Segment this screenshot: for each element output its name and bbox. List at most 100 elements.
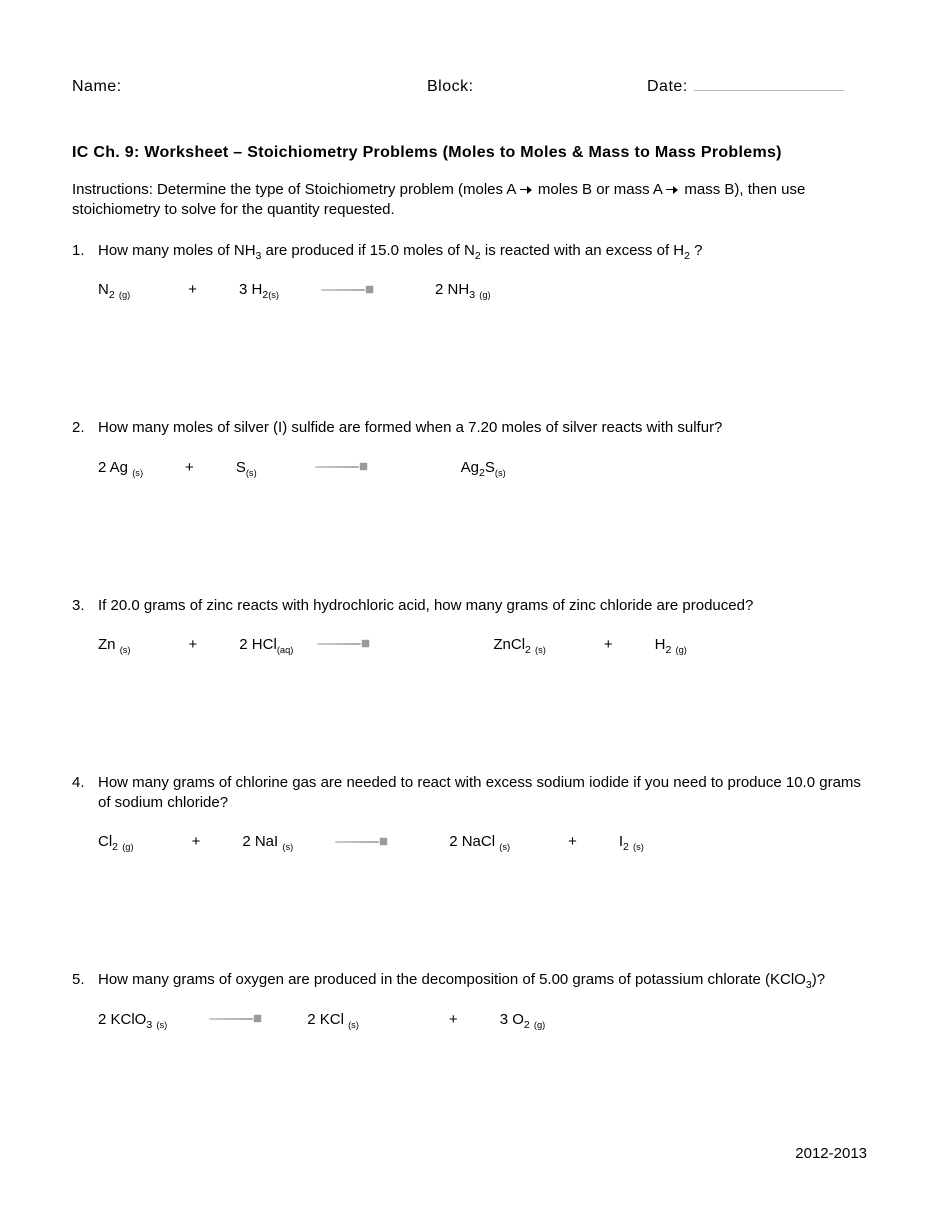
f: (g) bbox=[534, 1020, 545, 1030]
reactant: 2 Ag (s) bbox=[98, 459, 143, 476]
f: 3 O bbox=[500, 1011, 524, 1028]
f: (s) bbox=[535, 645, 546, 655]
f: (g) bbox=[122, 842, 133, 852]
f: 2 NaCl bbox=[449, 833, 495, 850]
reactant: N2 (g) bbox=[98, 281, 130, 298]
product: H2 (g) bbox=[655, 636, 687, 653]
question-number: 5. bbox=[72, 970, 98, 990]
plus-icon: + bbox=[188, 281, 197, 298]
arrow-icon bbox=[520, 186, 534, 194]
q-frag: How many moles of NH bbox=[98, 242, 256, 259]
f: (s) bbox=[495, 468, 506, 478]
f: 2 KCl bbox=[307, 1011, 344, 1028]
f: 2 bbox=[109, 289, 115, 301]
f: 2 KClO bbox=[98, 1011, 146, 1028]
equation-row: Zn (s) + 2 HCl(aq) ZnCl2 (s) + H2 (g) bbox=[72, 636, 875, 653]
header-row: Name: Block: Date: bbox=[72, 78, 875, 96]
reactant: 3 H2(s) bbox=[239, 281, 279, 298]
question-row: 2. How many moles of silver (I) sulfide … bbox=[72, 418, 875, 438]
name-label: Name: bbox=[72, 78, 427, 96]
reaction-arrow-icon bbox=[209, 1014, 265, 1024]
reaction-arrow-icon bbox=[335, 837, 391, 847]
f: 2 bbox=[524, 1019, 530, 1031]
f: 2 NH bbox=[435, 281, 469, 298]
f: (s) bbox=[120, 645, 131, 655]
f: Cl bbox=[98, 833, 112, 850]
question-text: How many moles of silver (I) sulfide are… bbox=[98, 418, 875, 438]
problem-4: 4. How many grams of chlorine gas are ne… bbox=[72, 773, 875, 851]
date-label-wrap: Date: bbox=[647, 78, 844, 96]
q-frag: )? bbox=[812, 971, 825, 988]
reactant: 2 HCl(aq) bbox=[239, 636, 293, 653]
worksheet-page: Name: Block: Date: IC Ch. 9: Worksheet –… bbox=[0, 0, 935, 1128]
f: Ag bbox=[461, 459, 479, 476]
plus-icon: + bbox=[604, 636, 613, 653]
date-label: Date: bbox=[647, 78, 688, 96]
f: N bbox=[98, 281, 109, 298]
instructions: Instructions: Determine the type of Stoi… bbox=[72, 180, 875, 219]
worksheet-title: IC Ch. 9: Worksheet – Stoichiometry Prob… bbox=[72, 144, 875, 162]
reactant: 2 KClO3 (s) bbox=[98, 1011, 167, 1028]
f: (s) bbox=[246, 468, 257, 478]
product: Ag2S(s) bbox=[461, 459, 506, 476]
product: 2 NaCl (s) bbox=[449, 833, 510, 850]
plus-icon: + bbox=[192, 833, 201, 850]
product: 3 O2 (g) bbox=[500, 1011, 546, 1028]
f: 3 bbox=[469, 289, 475, 301]
question-number: 4. bbox=[72, 773, 98, 814]
question-text: How many grams of oxygen are produced in… bbox=[98, 970, 875, 990]
q-frag: ? bbox=[690, 242, 703, 259]
problem-2: 2. How many moles of silver (I) sulfide … bbox=[72, 418, 875, 475]
problem-5: 5. How many grams of oxygen are produced… bbox=[72, 970, 875, 1027]
question-text: How many grams of chlorine gas are neede… bbox=[98, 773, 875, 814]
f: H bbox=[655, 636, 666, 653]
f: (g) bbox=[676, 645, 687, 655]
block-label: Block: bbox=[427, 78, 647, 96]
q-frag: How many grams of oxygen are produced in… bbox=[98, 971, 806, 988]
f: ZnCl bbox=[493, 636, 525, 653]
problem-3: 3. If 20.0 grams of zinc reacts with hyd… bbox=[72, 596, 875, 653]
product: 2 NH3 (g) bbox=[435, 281, 491, 298]
f: (s) bbox=[132, 468, 143, 478]
plus-icon: + bbox=[189, 636, 198, 653]
reaction-arrow-icon bbox=[317, 639, 373, 649]
plus-icon: + bbox=[185, 459, 194, 476]
f: (g) bbox=[479, 290, 490, 300]
f: (s) bbox=[348, 1020, 359, 1030]
f: (s) bbox=[156, 1020, 167, 1030]
reactant: Zn (s) bbox=[98, 636, 131, 653]
q-frag: is reacted with an excess of H bbox=[481, 242, 684, 259]
question-row: 1. How many moles of NH3 are produced if… bbox=[72, 241, 875, 261]
f: Zn bbox=[98, 636, 116, 653]
product: ZnCl2 (s) bbox=[493, 636, 546, 653]
reactant: Cl2 (g) bbox=[98, 833, 134, 850]
f: (s) bbox=[282, 842, 293, 852]
question-text: If 20.0 grams of zinc reacts with hydroc… bbox=[98, 596, 875, 616]
plus-icon: + bbox=[568, 833, 577, 850]
f: 2 HCl bbox=[239, 636, 277, 653]
date-blank-line bbox=[694, 90, 844, 91]
problem-1: 1. How many moles of NH3 are produced if… bbox=[72, 241, 875, 298]
equation-row: N2 (g) + 3 H2(s) 2 NH3 (g) bbox=[72, 281, 875, 298]
question-number: 2. bbox=[72, 418, 98, 438]
f: (aq) bbox=[277, 645, 294, 655]
f: (g) bbox=[119, 290, 130, 300]
instructions-part-b: moles B or mass A bbox=[534, 181, 667, 198]
question-text: How many moles of NH3 are produced if 15… bbox=[98, 241, 875, 261]
f: 2 bbox=[112, 841, 118, 853]
f: S bbox=[485, 459, 495, 476]
product: I2 (s) bbox=[619, 833, 644, 850]
f: 2 bbox=[623, 841, 629, 853]
reaction-arrow-icon bbox=[315, 462, 371, 472]
f: (s) bbox=[499, 842, 510, 852]
f: (s) bbox=[633, 842, 644, 852]
plus-icon: + bbox=[449, 1011, 458, 1028]
f: 3 H bbox=[239, 281, 262, 298]
f: (s) bbox=[268, 290, 279, 300]
reactant: 2 NaI (s) bbox=[242, 833, 293, 850]
f: 3 bbox=[146, 1019, 152, 1031]
f: 2 bbox=[666, 644, 672, 656]
footer-year: 2012-2013 bbox=[795, 1145, 867, 1162]
equation-row: Cl2 (g) + 2 NaI (s) 2 NaCl (s) + I2 (s) bbox=[72, 833, 875, 850]
arrow-icon bbox=[666, 186, 680, 194]
